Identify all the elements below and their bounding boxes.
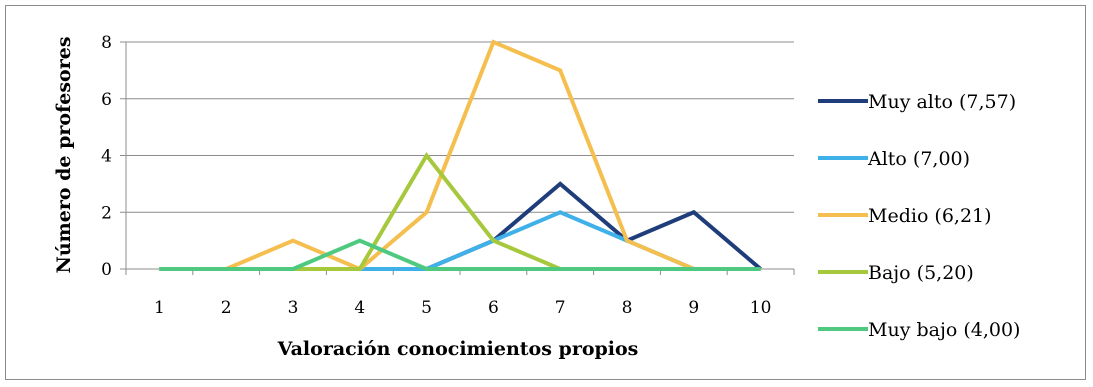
chart-frame xyxy=(5,5,1086,380)
legend-label: Muy alto (7,57) xyxy=(868,91,1016,113)
series-line-3 xyxy=(159,39,761,272)
series-lines xyxy=(159,39,762,272)
y-tick-label: 6 xyxy=(101,90,112,110)
x-tick-label: 5 xyxy=(421,298,432,318)
legend-label: Medio (6,21) xyxy=(868,205,992,227)
axes xyxy=(120,41,795,275)
legend-label: Muy bajo (4,00) xyxy=(868,319,1020,341)
series-line-5 xyxy=(159,238,761,271)
y-axis-title: Número de profesores xyxy=(53,36,75,273)
y-tick-label: 0 xyxy=(101,260,112,280)
legend-label: Alto (7,00) xyxy=(867,148,970,170)
x-tick-label: 8 xyxy=(622,298,633,318)
x-tick-label: 2 xyxy=(221,298,232,318)
x-tick-label: 9 xyxy=(688,298,699,318)
x-tick-label: 3 xyxy=(288,298,299,318)
x-tick-label: 10 xyxy=(750,298,772,318)
legend: Muy alto (7,57) Alto (7,00) Medio (6,21) Ba… xyxy=(818,91,1020,341)
legend-label: Bajo (5,20) xyxy=(868,262,974,284)
x-tick-label: 1 xyxy=(154,298,165,318)
y-tick-label: 8 xyxy=(101,33,112,53)
x-tick-label: 6 xyxy=(488,298,499,318)
y-tick-label: 2 xyxy=(101,203,112,223)
gridlines xyxy=(126,41,794,213)
x-tick-label: 4 xyxy=(354,298,365,318)
x-axis-title: Valoración conocimientos propios xyxy=(277,338,639,360)
y-tick-label: 4 xyxy=(101,147,112,167)
tick-labels: 0 2 4 6 8 1 2 3 4 5 6 7 8 9 10 xyxy=(101,33,771,318)
x-tick-label: 7 xyxy=(555,298,566,318)
